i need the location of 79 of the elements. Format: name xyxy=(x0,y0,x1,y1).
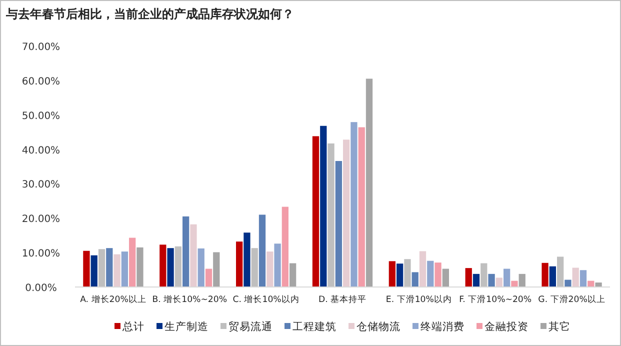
bar xyxy=(129,238,136,287)
y-tick-label: 60.00% xyxy=(22,76,60,88)
bar xyxy=(335,160,342,287)
bar xyxy=(98,249,106,287)
bar xyxy=(572,268,579,287)
legend-label: 其它 xyxy=(548,320,570,333)
x-tick-label: E. 下滑10%以内 xyxy=(386,294,452,305)
bar xyxy=(328,143,334,287)
bar xyxy=(167,248,174,287)
bar xyxy=(114,254,120,287)
bar xyxy=(350,122,358,287)
bar xyxy=(504,268,510,287)
bar xyxy=(511,280,518,287)
bar xyxy=(121,252,128,287)
bar xyxy=(160,244,166,287)
bar xyxy=(488,274,495,287)
bar xyxy=(290,263,296,287)
x-tick-label: B. 增长10%~20% xyxy=(152,294,228,305)
legend-label: 终端消费 xyxy=(420,320,464,333)
bar xyxy=(419,251,426,287)
legend-label: 工程建筑 xyxy=(292,320,336,333)
bar xyxy=(182,216,190,287)
bar xyxy=(496,278,502,287)
y-tick-label: 40.00% xyxy=(22,145,60,156)
x-tick-label: G. 下滑20%以上 xyxy=(538,294,606,305)
bar xyxy=(542,262,548,287)
bar xyxy=(427,260,434,287)
x-tick-label: A. 增长20%以上 xyxy=(80,294,146,305)
bar xyxy=(388,261,396,287)
bar xyxy=(396,264,404,287)
x-tick-label: F. 下滑10%~20% xyxy=(459,294,532,305)
bar xyxy=(480,263,488,287)
bar xyxy=(580,270,587,287)
bar xyxy=(557,256,564,287)
bar xyxy=(412,272,418,287)
legend-label: 仓储物流 xyxy=(356,320,400,333)
legend-label: 金融投资 xyxy=(484,321,528,333)
y-tick-label: 50.00% xyxy=(22,110,60,122)
x-tick-label: D. 基本持平 xyxy=(318,294,367,305)
bar xyxy=(174,246,182,287)
bar xyxy=(358,127,365,287)
bar xyxy=(472,274,480,287)
bar xyxy=(266,252,274,287)
bar xyxy=(106,248,113,287)
bar xyxy=(190,224,197,287)
legend-label: 贸易流通 xyxy=(228,320,272,333)
bar xyxy=(312,136,320,287)
bar xyxy=(251,248,258,287)
x-tick-label: C. 增长10%以内 xyxy=(232,294,300,305)
bar xyxy=(90,255,98,287)
bar xyxy=(213,252,220,287)
bar xyxy=(236,242,243,287)
bar xyxy=(136,247,144,287)
bar xyxy=(244,232,250,287)
bar xyxy=(83,250,90,287)
legend-label: 总计 xyxy=(122,320,144,333)
bar xyxy=(434,262,442,287)
y-tick-label: 10.00% xyxy=(22,248,60,260)
legend-label: 生产制造 xyxy=(164,320,208,333)
bar xyxy=(564,280,572,287)
bar xyxy=(274,244,281,287)
chart-title: 与去年春节后相比，当前企业的产成品库存状况如何？ xyxy=(5,7,294,21)
y-tick-label: 30.00% xyxy=(22,180,60,191)
bar xyxy=(518,274,526,287)
bar xyxy=(320,126,327,287)
bar xyxy=(282,206,288,287)
y-tick-label: 0.00% xyxy=(25,283,57,294)
bar xyxy=(595,282,602,287)
bar xyxy=(442,268,449,287)
bar xyxy=(465,268,472,287)
bar xyxy=(258,214,266,287)
bar xyxy=(404,259,411,287)
bar xyxy=(198,248,204,287)
bar xyxy=(205,268,212,287)
bar xyxy=(366,78,373,287)
y-tick-label: 20.00% xyxy=(22,214,60,226)
y-tick-label: 70.00% xyxy=(22,42,60,53)
bar xyxy=(549,266,556,287)
bar xyxy=(343,140,350,287)
